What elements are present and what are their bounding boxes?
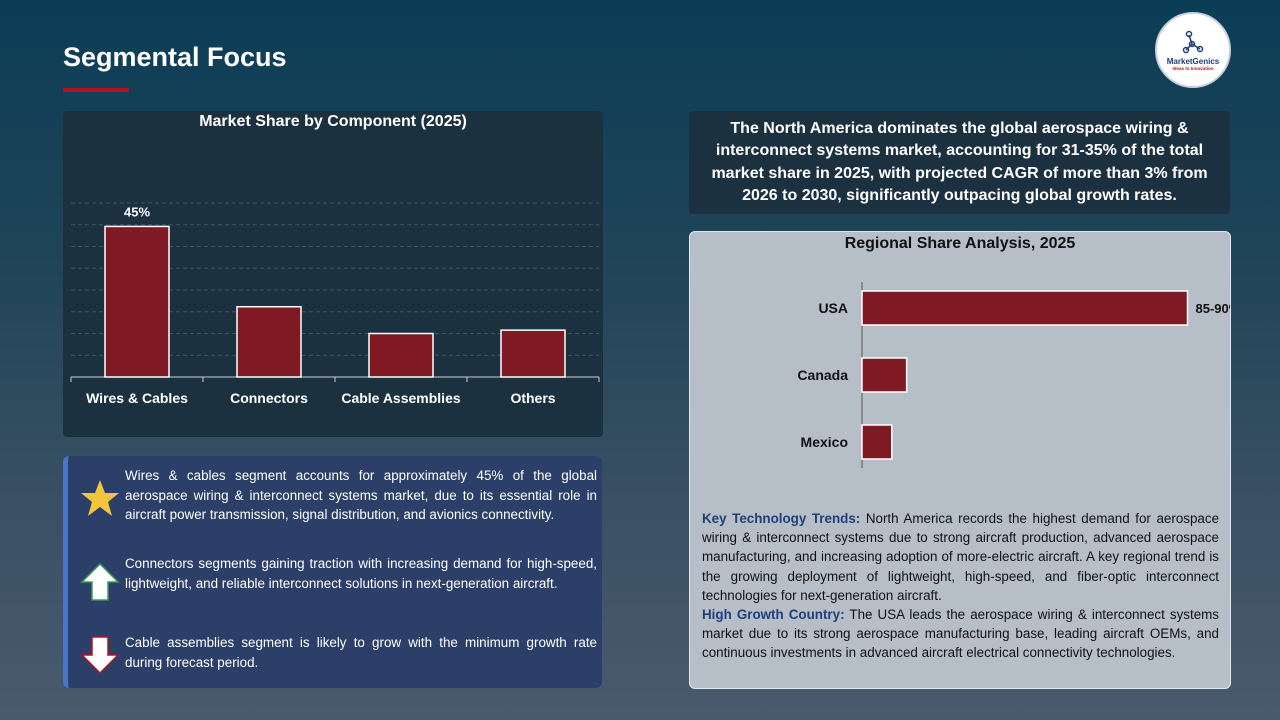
arrow-down-icon [80,636,120,675]
company-logo: MarketGenics Ideas to Innovation [1155,12,1231,88]
bar-mexico [861,424,893,460]
y-tick-label-mexico: Mexico [801,434,848,450]
regional-chart-title: Regional Share Analysis, 2025 [844,235,1076,252]
summary-text-wires: Wires & cables segment accounts for appr… [125,468,597,522]
y-tick-label-canada: Canada [797,367,848,383]
regional-notes: Key Technology Trends: North America rec… [702,509,1219,663]
bar-connectors [236,305,302,378]
x-tick-label-connectors: Connectors [230,390,308,406]
arrow-up-icon [80,562,120,601]
callout-text: The North America dominates the global a… [711,119,1208,205]
star-icon [81,480,119,516]
data-label-usa: 85-90% [1196,301,1231,316]
data-label-wires-cables: 45% [124,204,150,219]
x-tick-label-cable-assemblies: Cable Assemblies [341,390,461,406]
x-tick-label-wires-cables: Wires & Cables [86,390,188,406]
north-america-callout: The North America dominates the global a… [689,111,1230,214]
component-chart-title: Market Share by Component (2025) [199,113,467,130]
country-text: The USA leads the aerospace wiring & int… [702,607,1219,661]
country-label: High Growth Country: [702,607,845,623]
bar-usa [861,290,1189,326]
regional-panel: USA 85-90% Canada Mexico Regional Share Ana… [689,231,1231,689]
logo-brand: MarketGenics [1166,57,1220,66]
network-icon [1182,30,1204,54]
component-bar-chart: Wires & Cables 45% Connectors Cable Assembl… [70,202,600,406]
component-chart-panel: Wires & Cables 45% Connectors Cable Assembl… [63,111,603,437]
x-tick-label-others: Others [510,390,555,406]
trends-text: North America records the highest demand… [702,511,1220,603]
bar-wires-cables [104,225,170,378]
regional-bar-chart: USA 85-90% Canada Mexico [797,282,1231,468]
bar-cable-assemblies [368,332,434,378]
title-underline [63,88,129,92]
logo-tagline: Ideas to Innovation [1172,66,1214,71]
summary-text-assemblies: Cable assemblies segment is likely to gr… [125,635,597,670]
y-tick-label-usa: USA [818,300,848,316]
bar-others [500,329,566,378]
summary-text-connectors: Connectors segments gaining traction wit… [125,556,597,591]
bar-canada [861,357,908,393]
page-title: Segmental Focus [63,42,287,72]
trends-label: Key Technology Trends: [702,511,861,526]
segment-summary-panel: Wires & cables segment accounts for appr… [63,456,602,688]
